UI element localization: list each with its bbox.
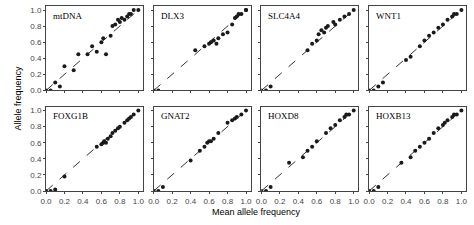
svg-text:0.8: 0.8: [30, 122, 42, 131]
svg-text:0.8: 0.8: [114, 197, 126, 206]
svg-text:0.0: 0.0: [30, 86, 42, 95]
svg-text:0.6: 0.6: [30, 38, 42, 47]
svg-text:0.0: 0.0: [148, 197, 160, 206]
svg-text:0.6: 0.6: [311, 197, 323, 206]
svg-text:0.4: 0.4: [30, 54, 42, 63]
svg-text:0.2: 0.2: [274, 197, 286, 206]
svg-text:0.4: 0.4: [77, 197, 89, 206]
svg-text:mtDNA: mtDNA: [53, 11, 83, 21]
svg-text:1.0: 1.0: [133, 197, 145, 206]
svg-text:Allele frequency: Allele frequency: [13, 66, 23, 131]
svg-text:0.6: 0.6: [204, 197, 216, 206]
svg-text:0.2: 0.2: [30, 171, 42, 180]
svg-text:0.0: 0.0: [30, 187, 42, 196]
svg-text:1.0: 1.0: [348, 197, 360, 206]
svg-text:0.0: 0.0: [40, 197, 52, 206]
svg-text:0.0: 0.0: [364, 197, 376, 206]
svg-text:0.2: 0.2: [30, 70, 42, 79]
svg-text:GNAT2: GNAT2: [161, 111, 190, 121]
svg-text:HOXB13: HOXB13: [376, 111, 411, 121]
svg-text:0.4: 0.4: [293, 197, 305, 206]
svg-text:0.6: 0.6: [419, 197, 431, 206]
svg-text:0.8: 0.8: [437, 197, 449, 206]
svg-text:1.0: 1.0: [240, 197, 252, 206]
svg-text:0.2: 0.2: [382, 197, 394, 206]
svg-text:0.2: 0.2: [167, 197, 179, 206]
svg-text:1.0: 1.0: [456, 197, 468, 206]
svg-text:1.0: 1.0: [30, 106, 42, 115]
svg-text:1.0: 1.0: [30, 6, 42, 15]
svg-text:0.6: 0.6: [30, 139, 42, 148]
svg-text:0.4: 0.4: [400, 197, 412, 206]
svg-text:0.2: 0.2: [59, 197, 71, 206]
svg-text:0.4: 0.4: [185, 197, 197, 206]
svg-text:HOXD8: HOXD8: [268, 111, 299, 121]
svg-text:0.8: 0.8: [222, 197, 234, 206]
svg-text:0.8: 0.8: [330, 197, 342, 206]
svg-text:SLC4A4: SLC4A4: [268, 11, 301, 21]
svg-text:0.8: 0.8: [30, 22, 42, 31]
svg-text:0.6: 0.6: [96, 197, 108, 206]
svg-text:0.4: 0.4: [30, 155, 42, 164]
svg-text:FOXG1B: FOXG1B: [53, 111, 88, 121]
svg-text:Mean allele frequency: Mean allele frequency: [212, 207, 301, 217]
svg-text:0.0: 0.0: [256, 197, 268, 206]
svg-text:WNT1: WNT1: [376, 11, 401, 21]
svg-text:DLX3: DLX3: [161, 11, 184, 21]
